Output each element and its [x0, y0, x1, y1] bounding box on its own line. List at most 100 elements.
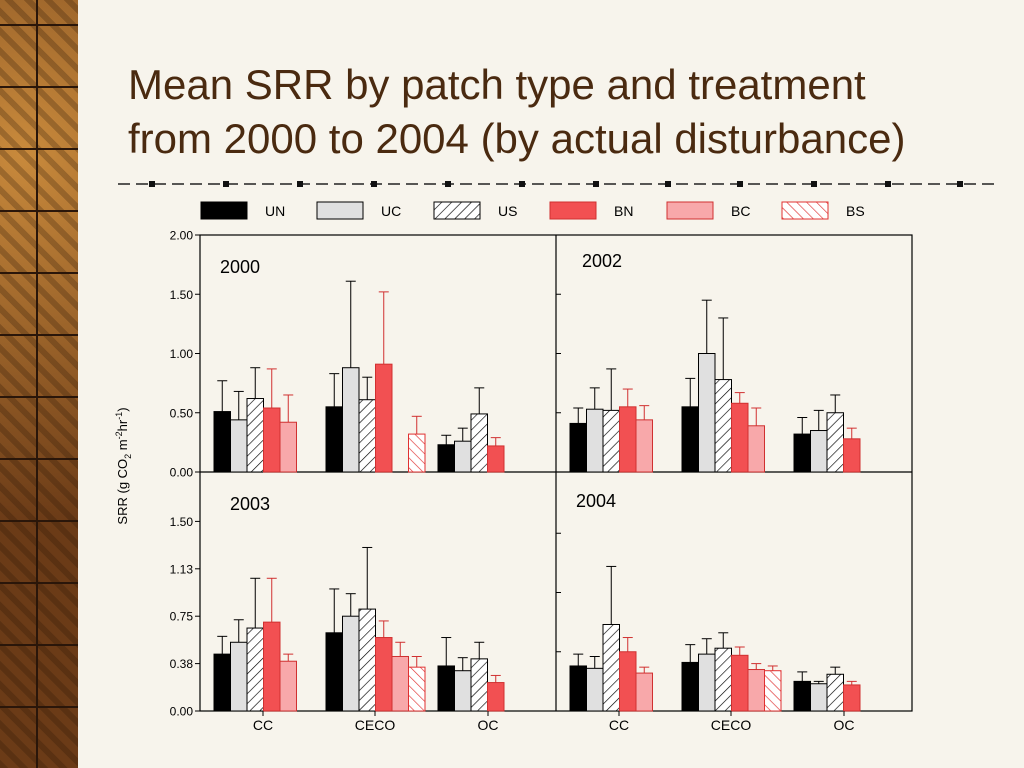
bar-bs-ceco-2003 [408, 666, 426, 712]
bar-bn-cc-2002 [619, 406, 637, 473]
bar-un-oc-2003 [437, 665, 455, 712]
bar-bn-cc-2003 [263, 621, 281, 712]
bar-bc-ceco-2002 [747, 425, 765, 473]
panel-year-2000: 2000 [220, 257, 260, 277]
bar-bc-cc-2004 [635, 672, 653, 712]
decorative-sidebar [0, 0, 78, 768]
y-tick-label: 0.50 [170, 406, 194, 420]
bar-uc-oc-2000 [454, 440, 472, 473]
bar-un-ceco-2004 [681, 661, 699, 712]
legend-swatch-us [433, 201, 481, 220]
bar-un-oc-2004 [793, 680, 811, 712]
y-label-sup-hr: -1 [114, 412, 124, 420]
legend-label-bs: BS [846, 203, 865, 219]
bar-un-cc-2003 [213, 653, 231, 712]
bar-un-oc-2002 [793, 433, 811, 473]
x-tick-label-cc: CC [253, 717, 273, 733]
bar-uc-cc-2002 [586, 408, 604, 473]
bar-bs-ceco-2004 [764, 670, 782, 712]
x-tick-label-oc: OC [478, 717, 499, 733]
bar-bn-oc-2003 [487, 682, 505, 712]
bar-us-cc-2004 [602, 623, 620, 712]
bar-bc-cc-2000 [279, 421, 297, 473]
plot-area: 2000 2.00 1.50 1.00 0.50 0.00 2002 2003 1.50 1.13… [170, 229, 913, 733]
bar-us-cc-2002 [602, 409, 620, 473]
title-line-2: from 2000 to 2004 (by actual disturbance… [128, 115, 906, 162]
legend-swatch-un [200, 201, 248, 220]
bar-un-ceco-2003 [325, 632, 343, 712]
bar-us-ceco-2003 [358, 608, 376, 712]
bar-uc-cc-2003 [230, 641, 248, 712]
bar-uc-cc-2004 [586, 667, 604, 712]
bar-uc-ceco-2003 [342, 615, 360, 712]
title-line-1: Mean SRR by patch type and treatment [128, 61, 866, 108]
legend-label-bc: BC [731, 203, 750, 219]
bar-bc-cc-2003 [279, 660, 297, 712]
y-tick-label: 1.13 [170, 562, 194, 576]
bar-un-ceco-2000 [325, 406, 343, 473]
y-tick-label: 1.50 [170, 288, 194, 302]
y-label-part-4: ) [115, 407, 130, 411]
x-tick-label-ceco: CECO [355, 717, 396, 733]
legend-label-uc: UC [381, 203, 401, 219]
bar-us-ceco-2004 [714, 647, 732, 712]
bar-us-ceco-2002 [714, 379, 732, 473]
panel-year-2003: 2003 [230, 494, 270, 514]
bar-bn-oc-2000 [487, 445, 505, 473]
y-label-sub-2: 2 [123, 454, 133, 459]
x-tick-label-oc: OC [834, 717, 855, 733]
y-tick-label: 0.00 [170, 466, 194, 480]
slide-title: Mean SRR by patch type and treatment fro… [128, 58, 1008, 166]
bar-bn-oc-2004 [843, 684, 861, 712]
bar-uc-cc-2000 [230, 419, 248, 473]
bar-uc-ceco-2004 [698, 653, 716, 712]
panel-year-2004: 2004 [576, 491, 616, 511]
y-tick-label: 1.00 [170, 347, 194, 361]
panel-year-2002: 2002 [582, 251, 622, 271]
y-label-part-1: SRR (g CO [115, 459, 130, 525]
bar-bn-cc-2000 [263, 407, 281, 473]
bar-us-oc-2003 [470, 658, 488, 712]
bar-us-oc-2004 [826, 673, 844, 712]
bar-un-cc-2002 [569, 422, 587, 473]
y-tick-label: 2.00 [170, 229, 194, 243]
legend-label-un: UN [265, 203, 285, 219]
bar-us-cc-2003 [246, 627, 264, 712]
bar-uc-oc-2002 [810, 430, 828, 473]
x-tick-label-ceco: CECO [711, 717, 752, 733]
bar-bn-ceco-2002 [731, 402, 749, 473]
bar-bc-cc-2002 [635, 419, 653, 473]
bar-us-ceco-2000 [358, 399, 376, 473]
y-label-part-2: m [115, 439, 130, 453]
bar-bc-ceco-2003 [391, 655, 409, 712]
bar-un-cc-2000 [213, 411, 231, 473]
bar-uc-ceco-2002 [698, 353, 716, 473]
legend-swatch-uc [316, 201, 364, 220]
bar-uc-oc-2004 [810, 683, 828, 712]
x-tick-label-cc: CC [609, 717, 629, 733]
bar-bn-cc-2004 [619, 651, 637, 712]
bar-bn-ceco-2004 [731, 654, 749, 712]
y-tick-label: 1.50 [170, 515, 194, 529]
y-axis-label: SRR (g CO2 m-2hr-1) [114, 407, 133, 524]
legend-label-bn: BN [614, 203, 633, 219]
bar-bn-ceco-2000 [375, 363, 393, 473]
bar-uc-oc-2003 [454, 670, 472, 712]
bar-un-ceco-2002 [681, 406, 699, 473]
y-label-sup-m2: -2 [114, 431, 124, 439]
y-tick-label: 0.75 [170, 610, 194, 624]
legend-label-us: US [498, 203, 517, 219]
chart-legend: UN UC US BN BC BS [200, 201, 865, 220]
bar-us-cc-2000 [246, 398, 264, 473]
y-tick-label: 0.00 [170, 705, 194, 719]
y-label-part-3: hr [115, 419, 130, 431]
bar-bn-oc-2002 [843, 438, 861, 473]
legend-swatch-bs [781, 201, 829, 220]
bar-un-oc-2000 [437, 444, 455, 473]
dashed-divider [118, 181, 994, 187]
bar-un-cc-2004 [569, 665, 587, 712]
y-tick-label: 0.38 [170, 657, 194, 671]
legend-swatch-bn [549, 201, 597, 220]
bar-bc-ceco-2004 [747, 669, 765, 712]
